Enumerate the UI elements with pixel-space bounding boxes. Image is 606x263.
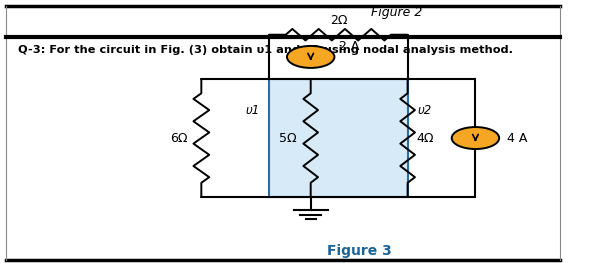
Text: υ2: υ2 — [418, 104, 431, 117]
Bar — [269, 79, 408, 197]
Text: 4 A: 4 A — [507, 132, 527, 145]
Text: 5Ω: 5Ω — [279, 132, 296, 145]
Text: 2Ω: 2Ω — [330, 14, 347, 27]
Text: 4Ω: 4Ω — [416, 132, 434, 145]
Text: Figure 3: Figure 3 — [327, 244, 391, 258]
Text: Q-3: For the circuit in Fig. (3) obtain υ1 and υ2 using nodal analysis method.: Q-3: For the circuit in Fig. (3) obtain … — [18, 45, 513, 55]
Circle shape — [451, 127, 499, 149]
Circle shape — [287, 46, 335, 68]
Text: 2 A: 2 A — [339, 40, 359, 53]
Text: 6Ω: 6Ω — [170, 132, 187, 145]
Text: υ1: υ1 — [245, 104, 259, 117]
Text: Figure 2: Figure 2 — [371, 6, 422, 19]
